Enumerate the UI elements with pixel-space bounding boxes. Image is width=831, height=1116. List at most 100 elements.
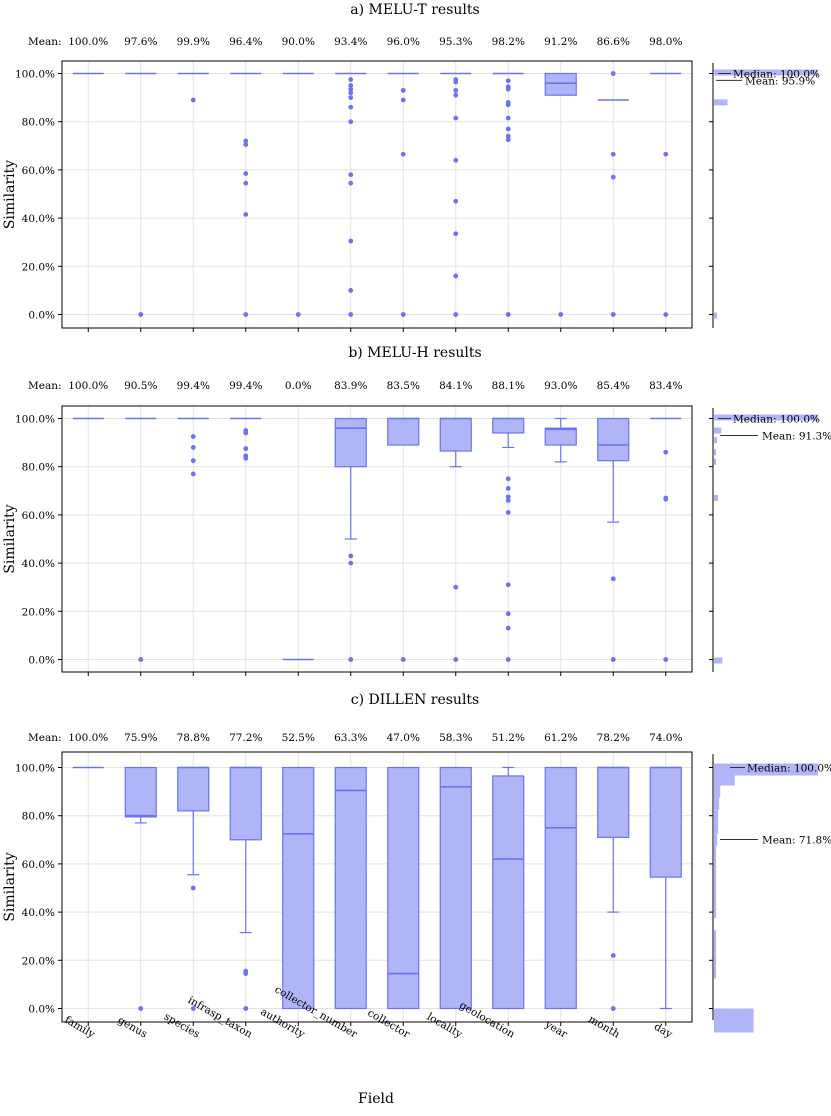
x-tick-label: genus	[116, 1014, 150, 1040]
mean-value: 96.0%	[387, 36, 420, 48]
outlier-point	[243, 446, 249, 452]
hist-bar	[714, 882, 717, 894]
box-geolocation	[492, 417, 525, 662]
mean-value: 90.0%	[282, 36, 315, 48]
outlier-point	[610, 71, 616, 76]
outlier-point	[505, 582, 511, 588]
outlier-point	[243, 180, 249, 186]
hist-bar	[714, 763, 818, 776]
outlier-point	[243, 312, 249, 317]
hist-bar	[714, 857, 717, 870]
outlier-point	[505, 510, 511, 515]
panel-2: c) DILLEN results Mean: 100.0% 75.9% 78.8% 77…	[2, 692, 831, 1033]
mean-value: 93.0%	[544, 380, 577, 392]
outlier-point	[400, 87, 406, 93]
x-tick-label: locality	[425, 1011, 465, 1041]
outlier-point	[348, 77, 354, 82]
median-label: Median: 100.0%	[733, 69, 820, 81]
box-day	[650, 417, 682, 662]
hist-bar	[714, 894, 717, 907]
box-iqr	[439, 766, 472, 1010]
mean-value: 83.4%	[649, 380, 682, 392]
outlier-point	[190, 885, 196, 891]
hist-bar	[714, 966, 717, 979]
box-iqr	[229, 766, 262, 841]
box-iqr	[544, 72, 577, 96]
box-iqr	[597, 417, 630, 462]
outlier-point	[453, 312, 459, 317]
outlier-point	[453, 79, 459, 85]
box-year	[544, 417, 577, 463]
outlier-point	[348, 172, 354, 178]
plot-frame	[61, 751, 693, 1023]
box-year	[544, 72, 577, 317]
y-tick-label: 40.0%	[22, 558, 55, 570]
mean-value: 51.2%	[492, 732, 525, 744]
box-collector_number	[335, 72, 367, 317]
mean-value: 96.4%	[229, 36, 262, 48]
outlier-point	[453, 273, 459, 279]
panel-title: a) MELU-T results	[350, 2, 479, 18]
box-iqr	[544, 427, 577, 446]
hist-bar	[714, 797, 720, 810]
y-tick-label: 80.0%	[22, 462, 55, 474]
y-tick-label: 0.0%	[28, 310, 55, 322]
y-tick-label: 20.0%	[22, 955, 55, 967]
outlier-point	[453, 584, 459, 590]
y-axis-label: Similarity	[2, 504, 18, 573]
box-iqr	[597, 766, 630, 838]
outlier-point	[610, 1006, 616, 1011]
box-iqr	[387, 417, 420, 446]
outlier-point	[505, 494, 511, 500]
outlier-point	[453, 231, 459, 237]
hist-bar	[714, 312, 718, 319]
mean-value: 75.9%	[124, 732, 157, 744]
outlier-point	[348, 553, 354, 559]
box-collector	[387, 72, 419, 317]
box-collector	[387, 417, 420, 662]
mean-value: 0.0%	[285, 380, 312, 392]
box-collector	[387, 766, 420, 1010]
outlier-point	[610, 953, 616, 958]
outlier-point	[348, 657, 354, 662]
mean-value: 99.4%	[229, 380, 262, 392]
mean-value: 93.4%	[334, 36, 367, 48]
hist-bar	[714, 657, 723, 664]
mean-label: Mean: 95.9%	[745, 75, 815, 87]
box-iqr	[334, 766, 367, 1010]
outlier-point	[348, 104, 354, 110]
outlier-point	[138, 657, 144, 662]
box-species	[177, 72, 209, 103]
outlier-point	[348, 180, 354, 186]
hist-bar	[714, 437, 718, 444]
box-iqr	[124, 766, 157, 818]
outlier-point	[663, 151, 669, 157]
outlier-point	[505, 115, 511, 121]
box-locality	[439, 417, 472, 662]
outlier-point	[400, 312, 406, 317]
y-tick-label: 100.0%	[15, 69, 55, 81]
outlier-point	[505, 657, 511, 662]
outlier-point	[453, 657, 459, 662]
outlier-point	[453, 87, 459, 93]
outlier-point	[663, 312, 669, 317]
hist-bar	[714, 954, 717, 967]
panel-title: b) MELU-H results	[348, 345, 481, 361]
hist-bar	[714, 99, 728, 106]
outlier-point	[348, 90, 354, 96]
box-geolocation	[492, 72, 524, 317]
box-iqr	[177, 766, 210, 812]
mean-value: 95.3%	[439, 36, 472, 48]
outlier-point	[348, 560, 354, 566]
outlier-point	[505, 86, 511, 92]
outlier-point	[190, 471, 196, 477]
mean-value: 100.0%	[68, 36, 108, 48]
outlier-point	[505, 625, 511, 631]
mean-value: 98.0%	[649, 36, 682, 48]
outlier-point	[505, 78, 511, 84]
mean-value: 88.1%	[492, 380, 525, 392]
box-genus	[124, 766, 157, 1011]
mean-label: Mean: 71.8%	[762, 834, 831, 846]
mean-value: 63.3%	[334, 732, 367, 744]
mean-value: 100.0%	[68, 380, 108, 392]
